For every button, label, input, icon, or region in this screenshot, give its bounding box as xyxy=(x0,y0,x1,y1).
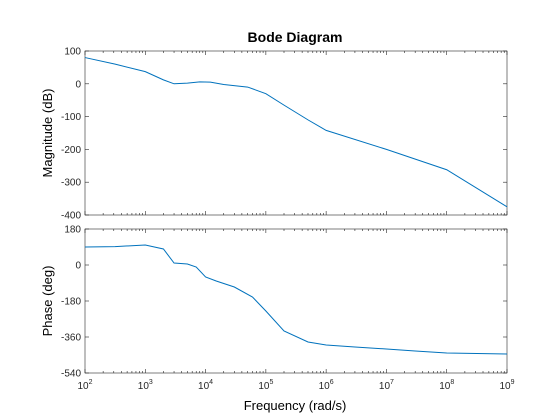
phase-curve xyxy=(84,244,508,355)
phase-x-ticks xyxy=(84,229,508,373)
magnitude-y-tick-label: -200 xyxy=(61,145,81,156)
phase-y-tick-label: -540 xyxy=(61,369,81,380)
x-axis-label: Frequency (rad/s) xyxy=(244,398,347,413)
x-tick-label-exponent: 2 xyxy=(89,379,93,386)
magnitude-x-ticks xyxy=(84,51,508,215)
phase-y-tick-label: 0 xyxy=(75,261,81,272)
magnitude-y-tick-label: 0 xyxy=(75,79,81,90)
x-tick-label-exponent: 4 xyxy=(209,379,213,386)
magnitude-y-axis-label: Magnitude (dB) xyxy=(40,89,55,178)
phase-y-tick-label: -180 xyxy=(61,297,81,308)
x-tick-label-exponent: 5 xyxy=(269,379,273,386)
magnitude-y-tick-label: -300 xyxy=(61,178,81,189)
magnitude-y-tick-label: 100 xyxy=(64,47,81,58)
magnitude-panel: 100 0 -100 -200 -300 -400 Magnitude (dB) xyxy=(40,47,508,222)
x-tick-label-exponent: 6 xyxy=(330,379,334,386)
magnitude-curve xyxy=(84,57,508,208)
phase-axes-frame xyxy=(84,228,508,374)
magnitude-y-tick-label: -100 xyxy=(61,112,81,123)
chart-title: Bode Diagram xyxy=(248,29,343,45)
magnitude-y-tick-label: -400 xyxy=(61,211,81,222)
x-tick-label-exponent: 7 xyxy=(390,379,394,386)
magnitude-y-ticks: 100 0 -100 -200 -300 -400 xyxy=(61,47,507,222)
phase-panel: 180 0 -180 -360 -540 Phase (deg) xyxy=(40,225,508,380)
x-tick-label-exponent: 9 xyxy=(511,379,515,386)
phase-y-axis-label: Phase (deg) xyxy=(40,266,55,337)
x-tick-label-exponent: 8 xyxy=(450,379,454,386)
phase-y-ticks: 180 0 -180 -360 -540 xyxy=(61,225,507,380)
phase-y-tick-label: 180 xyxy=(64,225,81,236)
magnitude-axes-frame xyxy=(84,50,508,216)
x-tick-label-exponent: 3 xyxy=(149,379,153,386)
phase-y-tick-label: -360 xyxy=(61,333,81,344)
